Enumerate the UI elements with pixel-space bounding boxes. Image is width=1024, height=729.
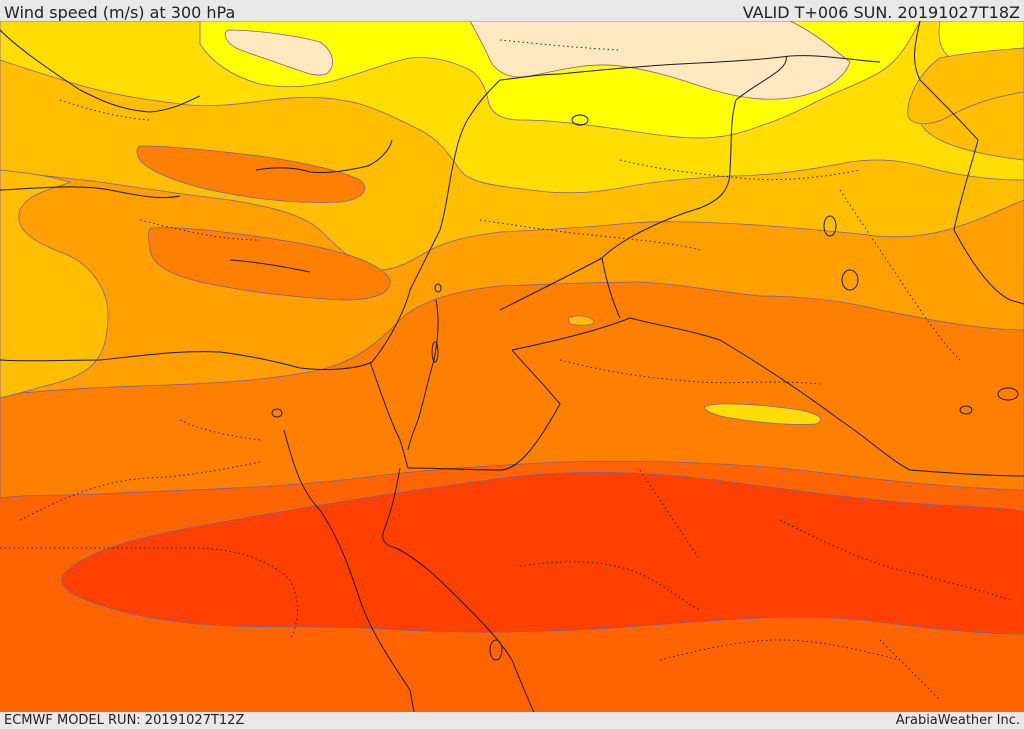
coastlines [0,29,881,371]
header-bar: Wind speed (m/s) at 300 hPa VALID T+006 … [0,0,1024,22]
map-title: Wind speed (m/s) at 300 hPa [4,3,236,22]
pocket-orange-2 [136,145,366,203]
borders [369,21,1024,477]
red-sea-coast [283,299,535,712]
map-canvas [0,21,1024,712]
band-light-orange-west [0,169,109,399]
pocket-light [704,403,822,425]
model-run-label: ECMWF MODEL RUN: 20191027T12Z [4,713,245,728]
internal-boundaries [0,39,1011,701]
pocket-sm [567,315,595,326]
credit-label: ArabiaWeather Inc. [895,713,1020,728]
valid-time: VALID T+006 SUN. 20191027T18Z [742,3,1020,22]
band-weak [469,21,851,100]
pocket-orange-1 [148,227,391,301]
wind-speed-map [0,21,1024,712]
band-intense [61,471,1024,635]
band-weak-nw [224,29,333,76]
footer-bar: ECMWF MODEL RUN: 20191027T12Z ArabiaWeat… [0,712,1024,729]
water-bodies [271,114,1019,661]
